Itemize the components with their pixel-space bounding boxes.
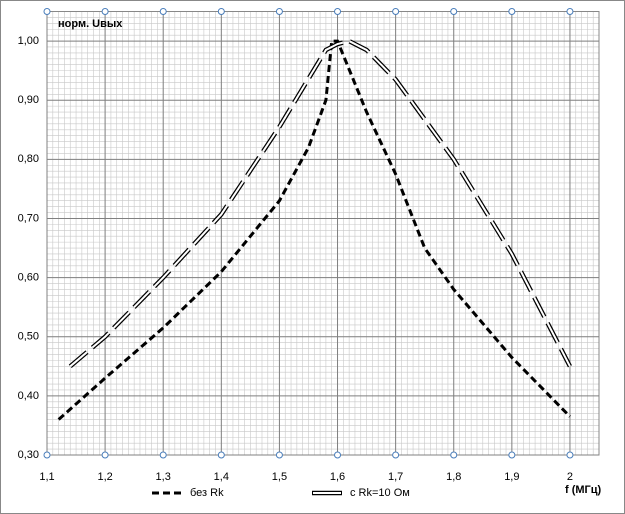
x-tick-label: 1,2 [97,471,112,483]
grid [43,8,600,459]
y-tick-label: 0,70 [18,212,39,224]
tick-marker [450,451,458,459]
x-tick-label: 1,9 [504,471,519,483]
legend-label: с Rk=10 Ом [350,487,410,499]
series-line [57,39,572,421]
tick-marker [43,451,51,459]
x-tick-label: 1,5 [272,471,287,483]
x-tick-label: 1,4 [214,471,229,483]
y-tick-label: 1,00 [18,35,39,47]
tick-marker [334,451,342,459]
x-tick-label: 1,1 [39,471,54,483]
y-tick-label: 0,40 [18,390,39,402]
tick-marker [450,8,458,15]
tick-marker [566,8,574,15]
x-tick-label: 1,6 [330,471,345,483]
tick-marker [275,8,283,15]
series-line-inner [69,40,571,368]
y-tick-label: 0,60 [18,272,39,284]
tick-marker [159,451,167,459]
x-tick-label: 1,7 [388,471,403,483]
x-tick-label: 1,8 [446,471,461,483]
tick-marker [101,451,109,459]
tick-marker [43,8,51,15]
tick-marker [566,451,574,459]
x-axis-label: f (МГц) [565,484,602,496]
tick-marker [101,8,109,15]
tick-marker [508,8,516,15]
legend-label: без Rk [190,487,224,499]
y-tick-label: 0,30 [18,449,39,461]
tick-marker [275,451,283,459]
y-axis-label: норм. Uвых [58,18,123,30]
x-tick-label: 1,3 [156,471,171,483]
tick-marker [392,451,400,459]
x-tick-label: 2 [567,471,573,483]
tick-marker [217,8,225,15]
tick-marker [217,451,225,459]
y-tick-label: 0,90 [18,94,39,106]
marks [57,38,572,421]
y-tick-label: 0,50 [18,331,39,343]
tick-marker [159,8,167,15]
tick-marker [334,8,342,15]
y-tick-label: 0,80 [18,153,39,165]
tick-marker [392,8,400,15]
tick-marker [508,451,516,459]
